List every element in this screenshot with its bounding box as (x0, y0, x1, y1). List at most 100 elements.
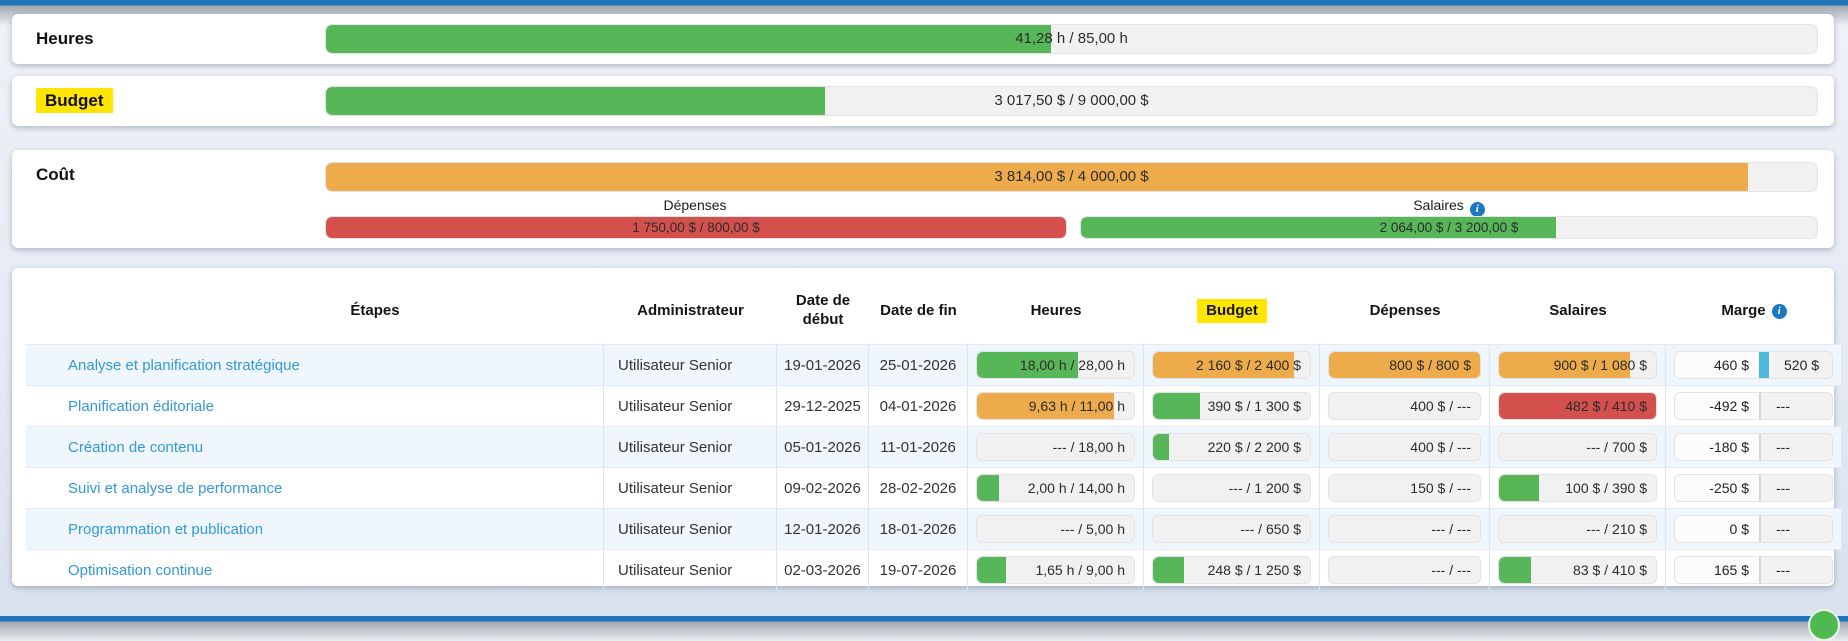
marge-cell: 460 $ 520 $ (1666, 345, 1842, 385)
etape-link[interactable]: Planification éditoriale (68, 397, 214, 415)
depenses-cell-text: 400 $ / --- (1410, 439, 1471, 455)
cout-label-text: Coût (36, 165, 75, 184)
depenses-cell: 150 $ / --- (1320, 468, 1490, 508)
depenses-cell: 400 $ / --- (1320, 386, 1490, 426)
info-icon[interactable]: i (1771, 303, 1787, 319)
heures-progress-fill (326, 25, 1051, 53)
heures-cell-fill (977, 393, 1115, 419)
budget-cell: 390 $ / 1 300 $ (1144, 386, 1320, 426)
etape-cell: Planification éditoriale (26, 386, 604, 426)
salaires-cell-fill (1499, 393, 1656, 419)
heures-cell-bar: 1,65 h / 9,00 h (976, 556, 1135, 584)
depenses-cell-bar: 150 $ / --- (1328, 474, 1481, 502)
salaires-cell-bar: --- / 210 $ (1498, 515, 1657, 543)
marge-divider (1759, 352, 1769, 378)
salaires-cell: 482 $ / 410 $ (1490, 386, 1666, 426)
date-debut-text: 29-12-2025 (784, 397, 861, 415)
date-fin-text: 11-01-2026 (880, 438, 956, 456)
etape-link[interactable]: Création de contenu (68, 438, 204, 456)
etape-link[interactable]: Suivi et analyse de performance (68, 479, 283, 497)
marge-real-value: 0 $ (1675, 516, 1759, 542)
marge-planned-value: 520 $ (1769, 352, 1832, 378)
marge-divider (1759, 557, 1761, 583)
budget-cell: 248 $ / 1 250 $ (1144, 550, 1320, 590)
date-debut-cell: 29-12-2025 (777, 386, 869, 426)
budget-progress-bar: 3 017,50 $ / 9 000,00 $ (325, 86, 1818, 116)
header-date-fin: Date de fin (880, 301, 957, 319)
date-fin-cell: 04-01-2026 (869, 386, 968, 426)
depenses-sublabel-text: Dépenses (663, 197, 727, 213)
heures-label: Heures (36, 14, 94, 64)
date-fin-cell: 25-01-2026 (869, 345, 968, 385)
date-fin-text: 18-01-2026 (879, 520, 957, 538)
salaires-cell: 83 $ / 410 $ (1490, 550, 1666, 590)
budget-cell: --- / 1 200 $ (1144, 468, 1320, 508)
marge-divider (1759, 516, 1761, 542)
salaires-sublabel-text: Salaires (1413, 197, 1464, 213)
depenses-cell: 400 $ / --- (1320, 427, 1490, 467)
marge-planned-value: --- (1761, 475, 1832, 501)
budget-cell-text: 220 $ / 2 200 $ (1207, 439, 1301, 455)
cout-label: Coût (36, 150, 75, 200)
marge-divider (1759, 434, 1761, 460)
date-debut-text: 05-01-2026 (784, 438, 861, 456)
etape-cell: Analyse et planification stratégique (26, 345, 604, 385)
header-marge-text: Marge (1721, 301, 1766, 319)
etapes-table: Étapes Administrateur Date de début Date… (26, 268, 1842, 590)
header-depenses: Dépenses (1369, 301, 1441, 319)
marge-planned-value: --- (1761, 434, 1832, 460)
date-debut-text: 02-03-2026 (784, 561, 861, 579)
depenses-progress-fill (326, 217, 1066, 238)
budget-cell-text: --- / 1 200 $ (1228, 480, 1301, 496)
heures-progress-bar: 41,28 h / 85,00 h (325, 24, 1818, 54)
depenses-cell-bar: --- / --- (1328, 556, 1481, 584)
salaires-cell-fill (1499, 475, 1540, 501)
info-icon[interactable]: i (1469, 202, 1485, 217)
budget-cell-fill (1153, 557, 1185, 583)
administrateur-cell: Utilisateur Senior (604, 509, 777, 549)
table-header-row: Étapes Administrateur Date de début Date… (26, 268, 1842, 344)
etape-cell: Optimisation continue (26, 550, 604, 590)
etape-link[interactable]: Optimisation continue (68, 561, 213, 579)
heures-label-text: Heures (36, 29, 94, 48)
table-row: Planification éditoriale Utilisateur Sen… (26, 385, 1842, 426)
marge-box: 0 $ --- (1674, 515, 1833, 543)
date-debut-cell: 09-02-2026 (777, 468, 869, 508)
heures-cell-text: 18,00 h / 28,00 h (1019, 357, 1125, 373)
salaires-cell-bar: 100 $ / 390 $ (1498, 474, 1657, 502)
date-debut-text: 09-02-2026 (784, 479, 861, 497)
marge-box: 165 $ --- (1674, 556, 1833, 584)
depenses-cell-fill (1329, 352, 1480, 378)
budget-cell-fill (1153, 393, 1201, 419)
salaires-cell-bar: 482 $ / 410 $ (1498, 392, 1657, 420)
table-row: Création de contenu Utilisateur Senior 0… (26, 426, 1842, 467)
date-fin-cell: 19-07-2026 (869, 550, 968, 590)
marge-box: -250 $ --- (1674, 474, 1833, 502)
marge-real-value: -180 $ (1675, 434, 1759, 460)
depenses-cell-text: 150 $ / --- (1410, 480, 1471, 496)
header-date-debut: Date de début (795, 292, 851, 328)
salaires-cell-fill (1499, 557, 1531, 583)
header-heures: Heures (1030, 301, 1082, 319)
salaires-cell: --- / 210 $ (1490, 509, 1666, 549)
etape-link[interactable]: Analyse et planification stratégique (68, 356, 300, 374)
heures-progress-text: 41,28 h / 85,00 h (1015, 30, 1128, 47)
depenses-cell-bar: 400 $ / --- (1328, 433, 1481, 461)
date-debut-cell: 05-01-2026 (777, 427, 869, 467)
budget-cell-text: --- / 650 $ (1240, 521, 1301, 537)
heures-cell-fill (977, 475, 1000, 501)
budget-cell-bar: 390 $ / 1 300 $ (1152, 392, 1311, 420)
heures-cell-bar: --- / 18,00 h (976, 433, 1135, 461)
marge-cell: -180 $ --- (1666, 427, 1842, 467)
etape-link[interactable]: Programmation et publication (68, 520, 264, 538)
header-salaires: Salaires (1549, 301, 1607, 319)
administrateur-cell: Utilisateur Senior (604, 550, 777, 590)
date-fin-text: 04-01-2026 (879, 397, 957, 415)
depenses-cell: --- / --- (1320, 550, 1490, 590)
budget-cell-bar: 2 160 $ / 2 400 $ (1152, 351, 1311, 379)
fab-button[interactable] (1808, 609, 1840, 641)
depenses-sublabel: Dépenses (325, 196, 1065, 215)
date-debut-cell: 19-01-2026 (777, 345, 869, 385)
budget-cell-fill (1153, 434, 1169, 460)
cout-progress-fill (326, 163, 1749, 191)
